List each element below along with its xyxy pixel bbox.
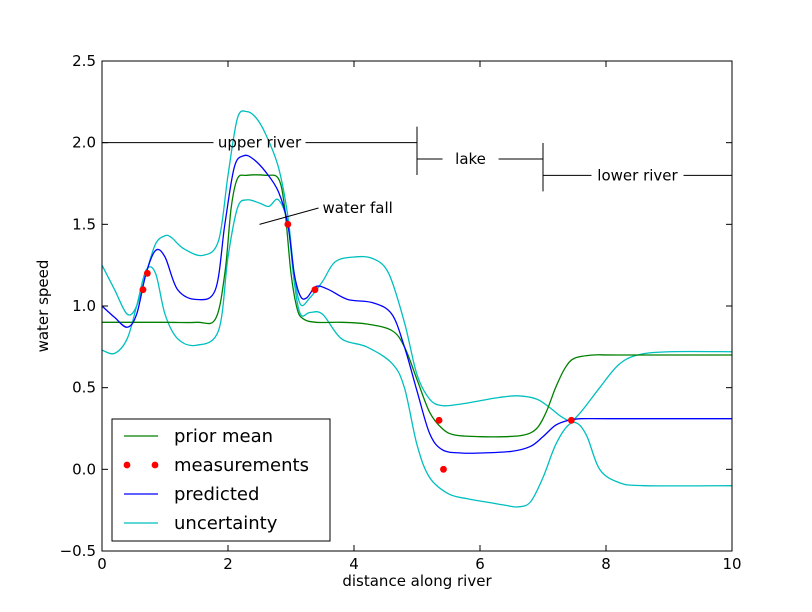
- x-tick-label: 8: [601, 555, 611, 573]
- legend-label-predicted: predicted: [174, 484, 259, 505]
- x-tick-label: 10: [722, 555, 741, 573]
- legend-label-measurements: measurements: [174, 455, 309, 476]
- measurement-point: [567, 416, 575, 424]
- legend-marker-measurements: [123, 461, 131, 469]
- series-line-uncertainty-upper: [102, 110, 732, 422]
- measurement-point: [284, 220, 292, 228]
- measurement-point: [143, 269, 151, 277]
- measurement-point: [435, 416, 443, 424]
- water-fall-label: water fall: [323, 199, 393, 217]
- y-tick-label: 2.0: [72, 134, 96, 152]
- measurement-point: [440, 465, 447, 473]
- y-tick-label: 1.0: [72, 297, 96, 315]
- legend-box: [111, 418, 331, 542]
- series-line-uncertainty-lower: [102, 198, 732, 508]
- y-tick-label: 1.5: [72, 215, 96, 233]
- series-line-prior-mean: [102, 174, 732, 438]
- legend: prior mean measurements predicted uncertain…: [111, 418, 331, 542]
- legend-label-uncertainty: uncertainty: [174, 513, 278, 534]
- legend-marker-measurements: [151, 461, 159, 469]
- x-tick-label: 0: [97, 555, 107, 573]
- series-line-predicted: [102, 154, 732, 454]
- axis-ticks: 0 2 4 6 8 10 −0.5 0.0 0.5 1.0 1.5 2.0 2.5: [60, 52, 742, 573]
- water-fall-pointer: [259, 207, 319, 225]
- y-tick-label: 0.5: [72, 379, 96, 397]
- measurement-point: [311, 286, 319, 294]
- x-axis-label: distance along river: [342, 572, 492, 590]
- x-tick-label: 2: [223, 555, 233, 573]
- legend-label-prior-mean: prior mean: [174, 426, 273, 447]
- x-tick-label: 4: [349, 555, 359, 573]
- lake-label: lake: [455, 150, 486, 168]
- measurement-point: [139, 286, 147, 294]
- upper-river-label: upper river: [218, 134, 302, 152]
- y-tick-label: −0.5: [60, 542, 96, 560]
- plot-area: [102, 110, 732, 508]
- annotations: upper river lake lower river water fall: [101, 126, 733, 225]
- y-axis-label: water speed: [34, 260, 52, 353]
- y-tick-label: 2.5: [72, 52, 96, 70]
- y-tick-label: 0.0: [72, 460, 96, 478]
- lower-river-label: lower river: [597, 166, 678, 184]
- x-tick-label: 6: [475, 555, 485, 573]
